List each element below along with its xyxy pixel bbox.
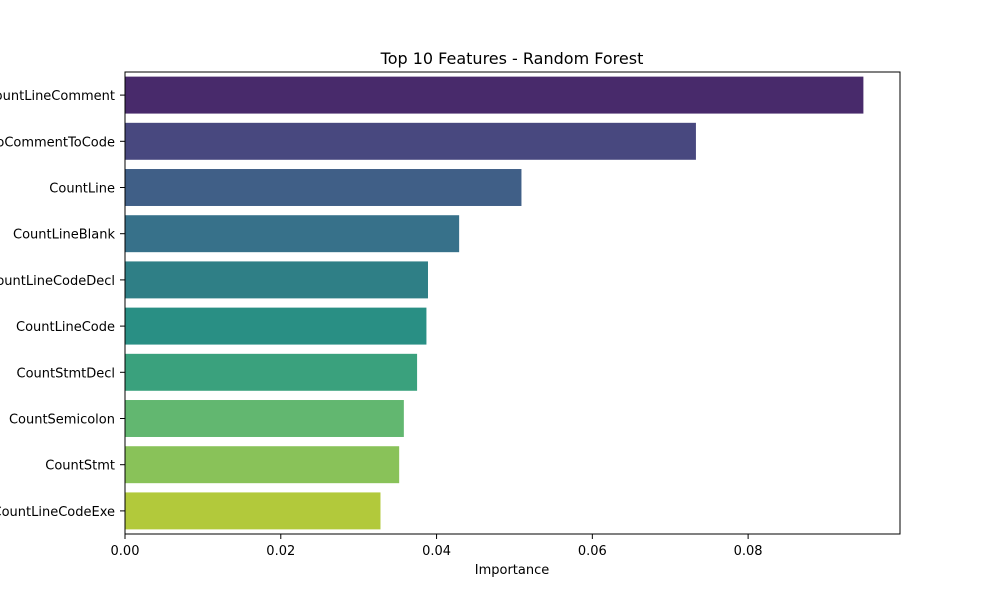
- x-tick-label: 0.04: [422, 544, 451, 559]
- bar-CountLineCode: [125, 307, 427, 345]
- y-tick-label: CountLineCodeDecl: [0, 274, 115, 289]
- bar-CountStmt: [125, 446, 400, 484]
- bar-CountLineCodeDecl: [125, 261, 428, 299]
- plot-frame: [124, 71, 901, 535]
- y-ticks-group: CountLineComment RatioCommentToCode CountL…: [0, 89, 125, 520]
- x-tick-label: 0.06: [578, 544, 607, 559]
- bar-CountStmtDecl: [125, 353, 418, 391]
- y-tick-label: CountLine: [49, 182, 115, 197]
- bar-RatioCommentToCode: [125, 122, 696, 160]
- chart-title: Top 10 Features - Random Forest: [380, 49, 644, 68]
- y-tick-label: RatioCommentToCode: [0, 135, 115, 150]
- bar-CountLineBlank: [125, 215, 460, 253]
- bar-CountLine: [125, 169, 522, 206]
- bar-CountSemicolon: [125, 400, 404, 437]
- y-tick-label: CountLineComment: [0, 89, 115, 104]
- y-tick-label: CountStmtDecl: [17, 366, 115, 381]
- y-tick-label: CountStmt: [45, 459, 115, 474]
- x-tick-label: 0.00: [111, 544, 140, 559]
- x-ticks-group: 0.00 0.02 0.04 0.06 0.08: [111, 534, 763, 559]
- bar-CountLineCodeExe: [125, 492, 381, 530]
- y-tick-label: CountLineCode: [16, 320, 115, 335]
- y-tick-label: CountLineCodeExe: [0, 505, 115, 520]
- bars-group: [125, 76, 864, 530]
- bar-CountLineComment: [125, 76, 864, 114]
- x-axis-label: Importance: [475, 563, 550, 578]
- x-tick-label: 0.02: [266, 544, 295, 559]
- y-tick-label: CountLineBlank: [13, 228, 115, 243]
- x-tick-label: 0.08: [734, 544, 763, 559]
- y-tick-label: CountSemicolon: [9, 413, 115, 428]
